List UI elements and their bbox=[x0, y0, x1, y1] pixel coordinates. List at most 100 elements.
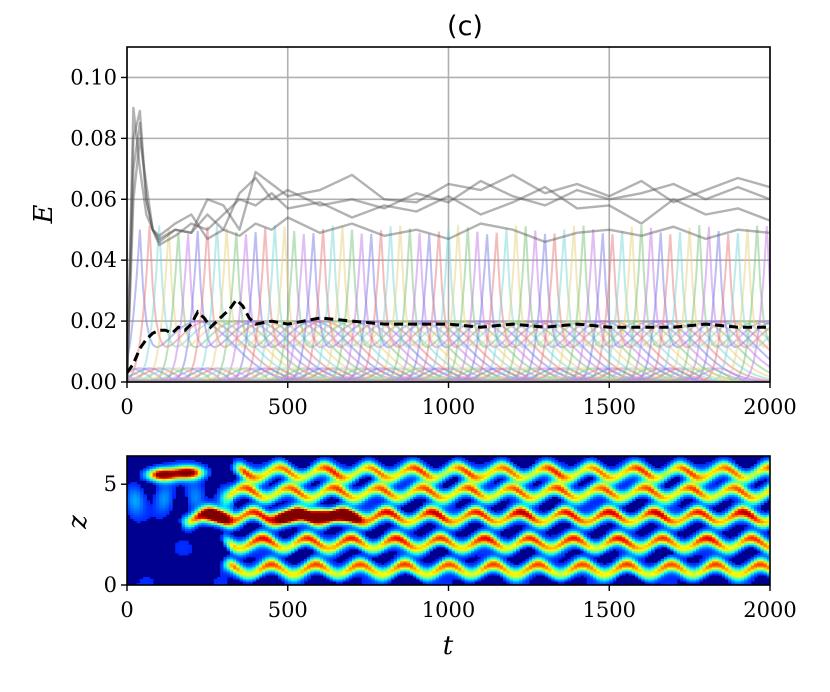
heatmap-cell bbox=[342, 534, 347, 538]
heatmap-cell bbox=[255, 496, 260, 499]
heatmap-cell bbox=[461, 578, 466, 582]
heatmap-cell bbox=[149, 466, 154, 469]
heatmap-cell bbox=[364, 504, 369, 507]
heatmap-cell bbox=[387, 476, 392, 479]
heatmap-cell bbox=[226, 566, 231, 570]
heatmap-cell bbox=[204, 476, 208, 479]
heatmap-cell bbox=[335, 578, 340, 582]
heatmap-cell bbox=[358, 546, 363, 550]
heatmap-cell bbox=[438, 500, 443, 503]
heatmap-cell bbox=[200, 508, 205, 512]
heatmap-cell bbox=[458, 520, 462, 524]
heatmap-cell bbox=[445, 472, 450, 475]
heatmap-cell bbox=[168, 476, 173, 479]
heatmap-cell bbox=[474, 574, 479, 578]
heatmap-cell bbox=[220, 528, 225, 532]
heatmap-cell bbox=[274, 496, 279, 499]
heatmap-cell bbox=[371, 524, 376, 528]
heatmap-cell bbox=[278, 504, 282, 507]
heatmap-cell bbox=[136, 496, 141, 499]
heatmap-cell bbox=[454, 500, 459, 503]
heatmap-cell bbox=[239, 556, 244, 560]
heatmap-cell bbox=[287, 580, 292, 584]
heatmap-cell bbox=[262, 480, 266, 483]
heatmap-cell bbox=[361, 558, 366, 562]
heatmap-cell bbox=[255, 550, 260, 554]
heatmap-cell bbox=[397, 496, 401, 499]
heatmap-cell bbox=[393, 470, 398, 473]
heatmap-cell bbox=[435, 520, 440, 524]
heatmap-cell bbox=[245, 470, 250, 473]
heatmap-cell bbox=[223, 570, 228, 574]
heatmap-cell bbox=[471, 486, 475, 489]
heatmap-cell bbox=[348, 466, 353, 469]
heatmap-cell bbox=[262, 574, 266, 578]
heatmap-cell bbox=[432, 478, 437, 481]
heatmap-cell bbox=[432, 568, 437, 572]
heatmap-cell bbox=[303, 524, 308, 528]
heatmap-cell bbox=[371, 572, 376, 576]
heatmap-cell bbox=[139, 582, 144, 585]
heatmap-cell bbox=[377, 574, 382, 578]
heatmap-cell bbox=[191, 508, 196, 512]
heatmap-cell bbox=[297, 566, 302, 570]
heatmap-cell bbox=[458, 482, 462, 485]
heatmap-cell bbox=[403, 500, 408, 503]
heatmap-cell bbox=[335, 532, 340, 536]
heatmap-cell bbox=[204, 510, 208, 514]
heatmap-cell bbox=[393, 476, 398, 479]
heatmap-cell bbox=[307, 502, 311, 505]
heatmap-cell bbox=[419, 512, 424, 516]
heatmap-cell bbox=[194, 510, 199, 514]
heatmap-cell bbox=[335, 468, 340, 471]
heatmap-cell bbox=[294, 496, 298, 499]
heatmap-cell bbox=[348, 568, 353, 572]
heatmap-cell bbox=[281, 574, 286, 578]
heatmap-cell bbox=[274, 528, 279, 532]
heatmap-cell bbox=[310, 528, 315, 532]
heatmap-cell bbox=[342, 514, 347, 518]
heatmap-cell bbox=[181, 522, 186, 526]
heatmap-cell bbox=[262, 548, 266, 552]
heatmap-cell bbox=[403, 512, 408, 516]
heatmap-cell bbox=[413, 570, 417, 574]
heatmap-cell bbox=[239, 476, 244, 479]
heatmap-cell bbox=[297, 562, 302, 566]
heatmap-cell bbox=[442, 540, 446, 544]
heatmap-cell bbox=[400, 510, 405, 514]
heatmap-cell bbox=[149, 504, 154, 507]
heatmap-cell bbox=[258, 474, 263, 477]
heatmap-cell bbox=[352, 466, 356, 469]
heatmap-cell bbox=[258, 520, 263, 524]
heatmap-cell bbox=[207, 514, 212, 518]
heatmap-cell bbox=[188, 508, 192, 512]
heatmap-cell bbox=[207, 474, 212, 477]
heatmap-cell bbox=[429, 534, 434, 538]
heatmap-cell bbox=[172, 478, 176, 481]
heatmap-cell bbox=[454, 562, 459, 566]
heatmap-cell bbox=[242, 542, 247, 546]
heatmap-cell bbox=[442, 576, 446, 580]
heatmap-cell bbox=[313, 460, 318, 463]
heatmap-cell bbox=[133, 516, 138, 520]
heatmap-cell bbox=[438, 542, 443, 546]
heatmap-cell bbox=[471, 516, 475, 520]
heatmap-cell bbox=[406, 570, 411, 574]
heatmap-cell bbox=[326, 482, 331, 485]
heatmap-cell bbox=[265, 548, 270, 552]
heatmap-cell bbox=[413, 518, 417, 522]
heatmap-cell bbox=[287, 538, 292, 542]
heatmap-cell bbox=[364, 542, 369, 546]
heatmap-cell bbox=[374, 480, 379, 483]
heatmap-cell bbox=[384, 474, 389, 477]
heatmap-cell bbox=[403, 490, 408, 493]
heatmap-cell bbox=[217, 518, 221, 522]
heatmap-cell bbox=[374, 468, 379, 471]
heatmap-cell bbox=[307, 488, 311, 491]
heatmap-cell bbox=[323, 466, 327, 469]
heatmap-cell bbox=[355, 488, 360, 491]
heatmap-cell bbox=[236, 510, 241, 514]
heatmap-cell bbox=[181, 524, 186, 528]
heatmap-cell bbox=[220, 572, 225, 576]
heatmap-cell bbox=[397, 498, 401, 501]
